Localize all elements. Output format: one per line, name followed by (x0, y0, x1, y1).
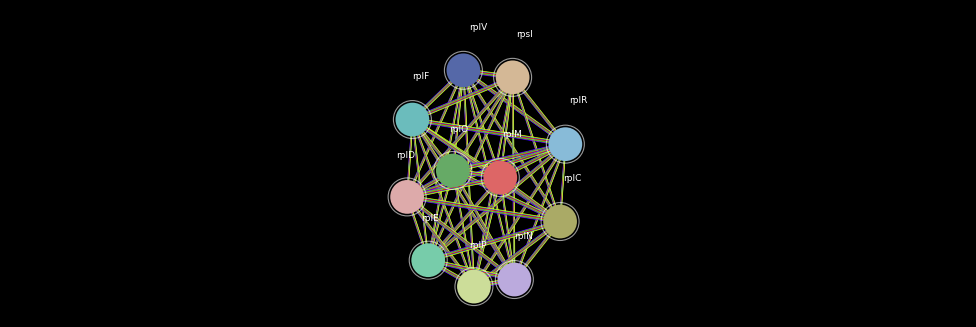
Circle shape (498, 263, 531, 296)
Text: rplE: rplE (422, 214, 439, 223)
Text: rplO: rplO (449, 125, 468, 134)
Circle shape (483, 161, 517, 195)
Text: rplD: rplD (396, 151, 416, 160)
Text: rplV: rplV (468, 23, 487, 32)
Text: rplN: rplN (514, 232, 533, 241)
Circle shape (411, 243, 445, 277)
Circle shape (446, 53, 480, 87)
Text: rplC: rplC (563, 174, 582, 183)
Text: rplM: rplM (502, 130, 522, 139)
Circle shape (544, 205, 577, 238)
Circle shape (549, 127, 583, 161)
Circle shape (457, 270, 491, 303)
Circle shape (496, 60, 530, 94)
Text: rplR: rplR (569, 96, 588, 106)
Text: rplP: rplP (468, 241, 486, 250)
Circle shape (390, 180, 424, 214)
Circle shape (395, 103, 429, 136)
Text: rpsI: rpsI (516, 30, 533, 39)
Circle shape (436, 154, 469, 187)
Text: rplF: rplF (413, 72, 429, 81)
